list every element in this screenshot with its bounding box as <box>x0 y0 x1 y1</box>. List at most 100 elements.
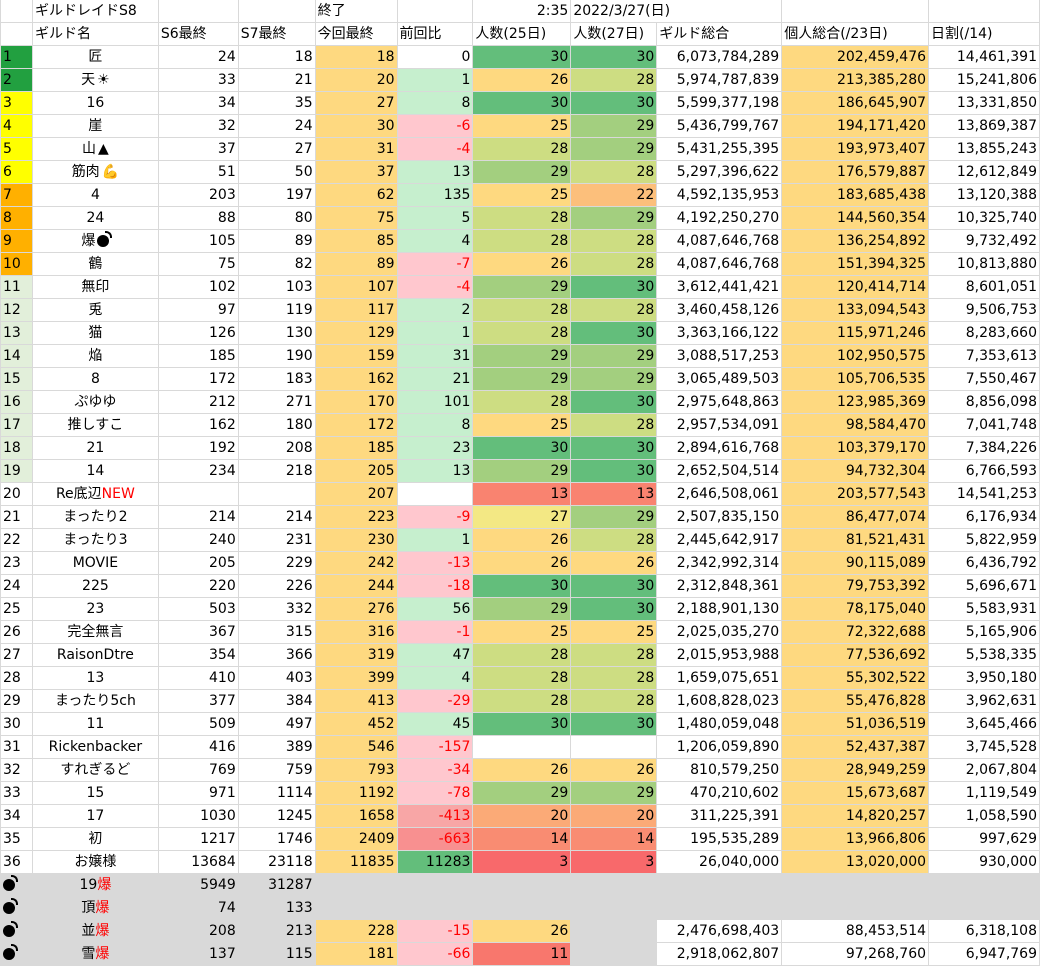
s6-cell[interactable]: 162 <box>157 413 239 437</box>
rank-cell[interactable]: 30 <box>0 712 33 736</box>
guild-name-cell[interactable]: 並爆 <box>31 919 159 943</box>
individual-total-cell[interactable]: 78,175,040 <box>781 597 930 621</box>
s7-cell[interactable]: 103 <box>237 275 316 299</box>
guild-name-cell[interactable]: 8 <box>31 367 159 391</box>
rank-cell[interactable]: 34 <box>0 804 33 828</box>
s6-cell[interactable]: 377 <box>157 689 239 713</box>
current-final-cell[interactable]: 228 <box>314 919 398 943</box>
members-27-cell[interactable]: 29 <box>570 137 658 161</box>
s6-cell[interactable]: 24 <box>157 45 239 69</box>
rank-cell[interactable]: 7 <box>0 183 33 207</box>
rank-cell[interactable]: 6 <box>0 160 33 184</box>
guild-name-cell[interactable]: 猫 <box>31 321 159 345</box>
individual-total-cell[interactable]: 13,966,806 <box>781 827 930 851</box>
s7-cell[interactable]: 1746 <box>237 827 316 851</box>
s7-cell[interactable]: 366 <box>237 643 316 667</box>
members-27-cell[interactable]: 30 <box>570 597 658 621</box>
diff-cell[interactable]: -4 <box>396 137 474 161</box>
individual-total-cell[interactable]: 14,820,257 <box>781 804 930 828</box>
daily-cell[interactable]: 10,325,740 <box>928 206 1040 230</box>
header-daily[interactable]: 日割(/14) <box>928 22 1040 46</box>
members-25-cell[interactable]: 25 <box>472 114 572 138</box>
header-current[interactable]: 今回最終 <box>314 22 398 46</box>
guild-total-cell[interactable]: 1,480,059,048 <box>656 712 783 736</box>
members-27-cell[interactable]: 28 <box>570 413 658 437</box>
current-final-cell[interactable]: 159 <box>314 344 398 368</box>
s6-cell[interactable]: 5949 <box>157 873 239 897</box>
individual-total-cell[interactable]: 15,673,687 <box>781 781 930 805</box>
guild-total-cell[interactable]: 2,342,992,314 <box>656 551 783 575</box>
individual-total-cell[interactable]: 13,020,000 <box>781 850 930 874</box>
rank-cell[interactable]: 18 <box>0 436 33 460</box>
guild-total-cell[interactable] <box>656 873 783 897</box>
s6-cell[interactable]: 126 <box>157 321 239 345</box>
guild-name-cell[interactable]: ぷゆゆ <box>31 390 159 414</box>
guild-name-cell[interactable]: 無印 <box>31 275 159 299</box>
s6-cell[interactable]: 32 <box>157 114 239 138</box>
guild-total-cell[interactable]: 3,460,458,126 <box>656 298 783 322</box>
current-final-cell[interactable]: 316 <box>314 620 398 644</box>
current-final-cell[interactable]: 18 <box>314 45 398 69</box>
individual-total-cell[interactable]: 123,985,369 <box>781 390 930 414</box>
current-final-cell[interactable]: 129 <box>314 321 398 345</box>
members-25-cell[interactable]: 29 <box>472 160 572 184</box>
current-final-cell[interactable]: 31 <box>314 137 398 161</box>
members-25-cell[interactable]: 26 <box>472 551 572 575</box>
members-27-cell[interactable]: 30 <box>570 45 658 69</box>
individual-total-cell[interactable]: 86,477,074 <box>781 505 930 529</box>
daily-cell[interactable]: 5,822,959 <box>928 528 1040 552</box>
s7-cell[interactable]: 35 <box>237 91 316 115</box>
daily-cell[interactable]: 6,436,792 <box>928 551 1040 575</box>
members-27-cell[interactable] <box>570 735 658 759</box>
current-final-cell[interactable]: 1192 <box>314 781 398 805</box>
diff-cell[interactable]: 2 <box>396 298 474 322</box>
current-final-cell[interactable]: 2409 <box>314 827 398 851</box>
members-25-cell[interactable]: 26 <box>472 919 572 943</box>
bomb-icon-cell[interactable] <box>0 919 33 943</box>
current-final-cell[interactable]: 117 <box>314 298 398 322</box>
guild-total-cell[interactable]: 2,646,508,061 <box>656 482 783 506</box>
sheet-title[interactable]: ギルドレイドS8 <box>31 0 159 23</box>
daily-cell[interactable]: 13,331,850 <box>928 91 1040 115</box>
daily-cell[interactable]: 14,461,391 <box>928 45 1040 69</box>
guild-name-cell[interactable]: まったり2 <box>31 505 159 529</box>
rank-cell[interactable]: 36 <box>0 850 33 874</box>
rank-cell[interactable]: 32 <box>0 758 33 782</box>
guild-total-cell[interactable]: 26,040,000 <box>656 850 783 874</box>
members-27-cell[interactable] <box>570 942 658 966</box>
guild-name-cell[interactable]: まったり3 <box>31 528 159 552</box>
rank-cell[interactable]: 15 <box>0 367 33 391</box>
guild-name-cell[interactable]: 完全無言 <box>31 620 159 644</box>
daily-cell[interactable]: 15,241,806 <box>928 68 1040 92</box>
diff-cell[interactable]: 1 <box>396 68 474 92</box>
s6-cell[interactable]: 203 <box>157 183 239 207</box>
daily-cell[interactable]: 10,813,880 <box>928 252 1040 276</box>
diff-cell[interactable]: -7 <box>396 252 474 276</box>
s7-cell[interactable]: 332 <box>237 597 316 621</box>
s6-cell[interactable]: 185 <box>157 344 239 368</box>
rank-cell[interactable]: 10 <box>0 252 33 276</box>
individual-total-cell[interactable]: 115,971,246 <box>781 321 930 345</box>
s7-cell[interactable]: 130 <box>237 321 316 345</box>
rank-cell[interactable]: 22 <box>0 528 33 552</box>
diff-cell[interactable]: 13 <box>396 160 474 184</box>
s7-cell[interactable]: 190 <box>237 344 316 368</box>
rank-cell[interactable]: 12 <box>0 298 33 322</box>
current-final-cell[interactable]: 276 <box>314 597 398 621</box>
rank-cell[interactable]: 26 <box>0 620 33 644</box>
members-27-cell[interactable]: 30 <box>570 436 658 460</box>
members-27-cell[interactable] <box>570 919 658 943</box>
daily-cell[interactable] <box>928 896 1040 920</box>
diff-cell[interactable] <box>396 896 474 920</box>
guild-name-cell[interactable]: 推しすこ <box>31 413 159 437</box>
guild-total-cell[interactable]: 2,957,534,091 <box>656 413 783 437</box>
s7-cell[interactable]: 80 <box>237 206 316 230</box>
s7-cell[interactable]: 497 <box>237 712 316 736</box>
bomb-icon-cell[interactable] <box>0 896 33 920</box>
members-25-cell[interactable]: 27 <box>472 505 572 529</box>
s6-cell[interactable]: 172 <box>157 367 239 391</box>
guild-name-cell[interactable]: 天 ☀ <box>31 68 159 92</box>
guild-name-cell[interactable]: 鶴 <box>31 252 159 276</box>
members-25-cell[interactable] <box>472 873 572 897</box>
current-final-cell[interactable]: 242 <box>314 551 398 575</box>
